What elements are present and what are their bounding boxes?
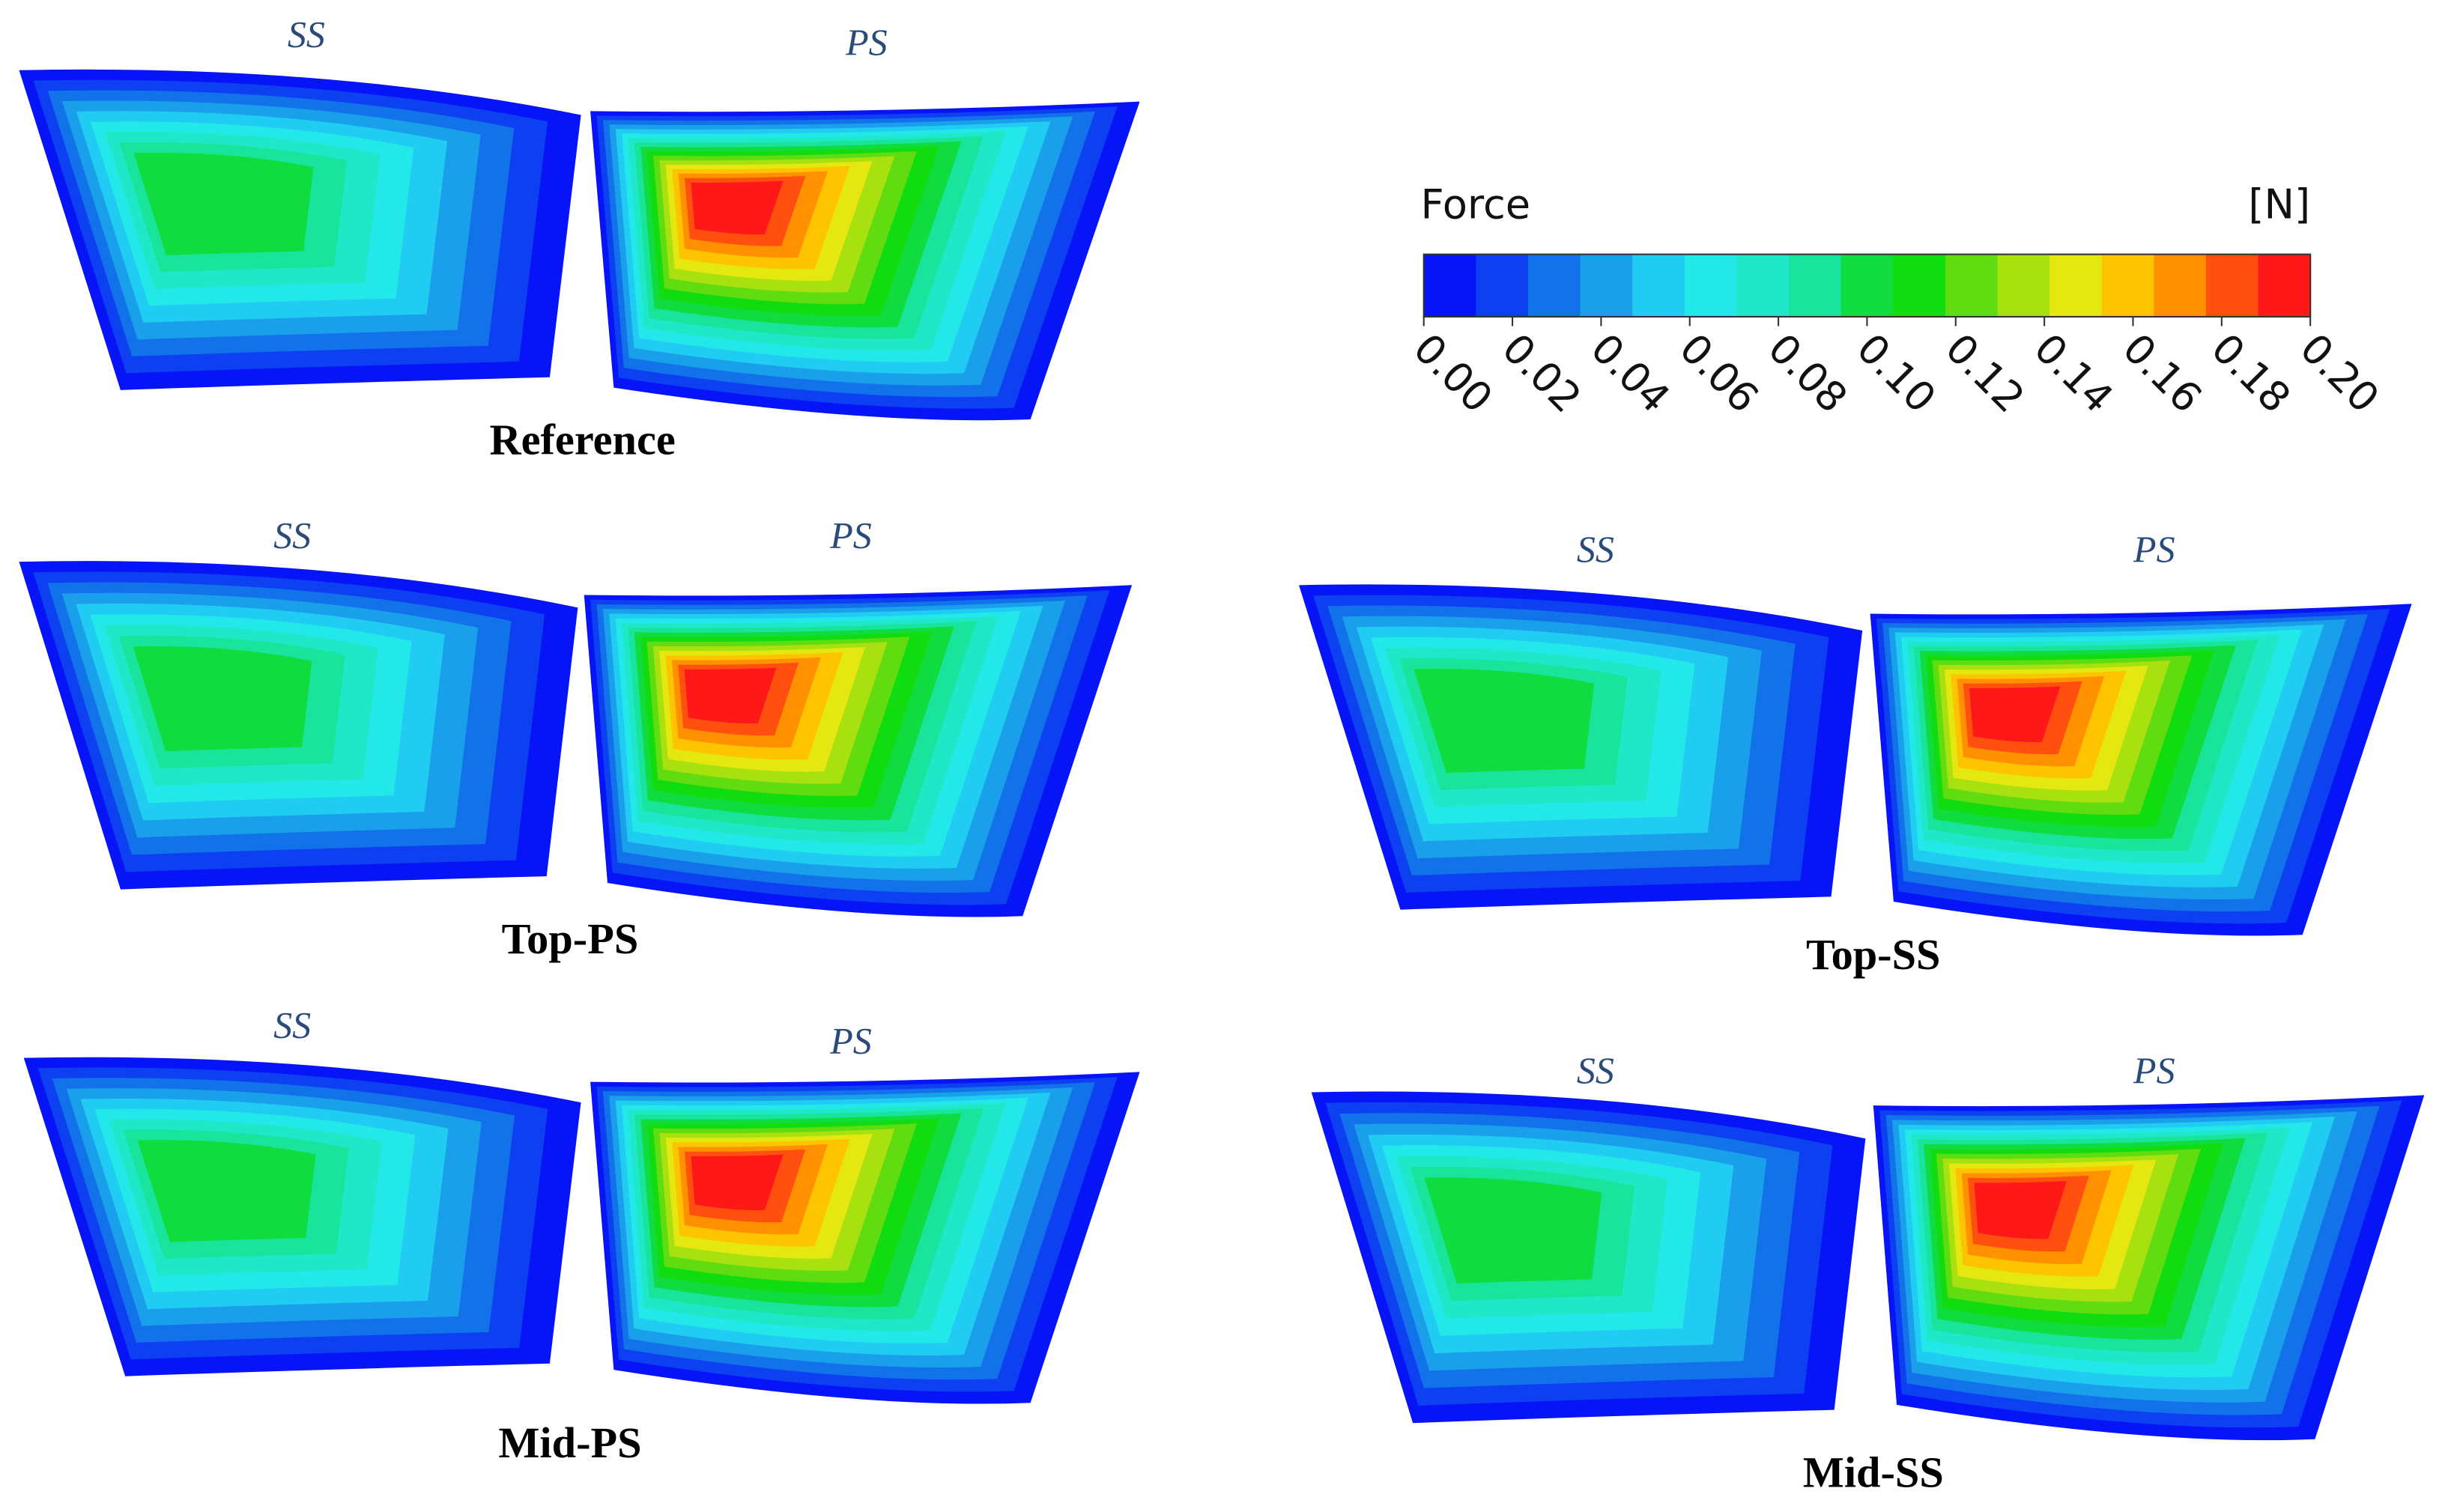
contour-band <box>1424 1177 1602 1284</box>
panel: SS PS Mid-PS <box>23 1004 1140 1467</box>
ss-label: SS <box>1577 528 1614 570</box>
colorbar-tick-label: 0.00 <box>1405 324 1502 422</box>
colorbar-tick-label: 0.16 <box>2114 324 2211 422</box>
panel-title: Top-SS <box>1806 930 1940 979</box>
colorbar-segment <box>1423 254 1477 317</box>
panel: SS PS Top-PS <box>19 514 1133 963</box>
colorbar-segment <box>1945 254 1999 317</box>
colorbar-tick-label: 0.02 <box>1493 324 1590 422</box>
colorbar-segment <box>1476 254 1529 317</box>
ps-label: PS <box>829 514 872 556</box>
colorbar-tick-label: 0.10 <box>1848 324 1945 422</box>
ps-label: PS <box>2133 1049 2175 1091</box>
panel-title: Mid-PS <box>498 1418 641 1467</box>
colorbar-title: Force <box>1421 181 1531 228</box>
panel-title: Reference <box>490 415 676 464</box>
colorbar-tick-label: 0.12 <box>1936 324 2034 422</box>
colorbar-unit: [N] <box>2248 181 2310 228</box>
panel-title: Top-PS <box>502 914 639 963</box>
colorbar-segment <box>1893 254 1946 317</box>
colorbar-segment <box>2049 254 2103 317</box>
contour-band <box>1969 686 2061 743</box>
colorbar-segment <box>2101 254 2155 317</box>
colorbar-segment <box>2258 254 2312 317</box>
contour-band <box>691 1154 784 1211</box>
panel-title: Mid-SS <box>1803 1448 1944 1497</box>
ss-label: SS <box>273 514 311 556</box>
colorbar-segment <box>1527 254 1581 317</box>
colorbar-tick-label: 0.08 <box>1759 324 1856 422</box>
panel: SS PS Reference <box>19 13 1140 464</box>
panel: SS PS Top-SS <box>1299 528 2412 979</box>
ss-label: SS <box>288 13 325 55</box>
ps-label: PS <box>845 21 888 63</box>
colorbar-segment <box>2154 254 2207 317</box>
colorbar-segment <box>1789 254 1842 317</box>
contour-band <box>137 1140 316 1242</box>
panel: SS PS Mid-SS <box>1311 1049 2425 1497</box>
colorbar-segment <box>1580 254 1634 317</box>
colorbar-tick-label: 0.14 <box>2025 324 2122 422</box>
ps-label: PS <box>829 1019 872 1061</box>
ss-label: SS <box>273 1004 311 1046</box>
contour-band <box>133 152 314 255</box>
colorbar-tick-label: 0.06 <box>1670 324 1768 422</box>
colorbar-tick-label: 0.18 <box>2202 324 2300 422</box>
colorbar-tick-label: 0.20 <box>2291 324 2388 422</box>
colorbar-segment <box>1736 254 1790 317</box>
ss-label: SS <box>1577 1049 1614 1091</box>
colorbar-segment <box>1997 254 2051 317</box>
colorbar-segment <box>1632 254 1685 317</box>
colorbar-tick-label: 0.04 <box>1582 324 1679 422</box>
contour-band <box>684 667 777 724</box>
ps-label: PS <box>2133 528 2175 570</box>
colorbar-segment <box>1840 254 1894 317</box>
contour-band <box>133 646 312 752</box>
colorbar-segment <box>2205 254 2259 317</box>
contour-band <box>1974 1181 2067 1239</box>
contour-band <box>691 180 784 235</box>
contour-band <box>1414 669 1595 774</box>
colorbar-segment <box>1684 254 1738 317</box>
